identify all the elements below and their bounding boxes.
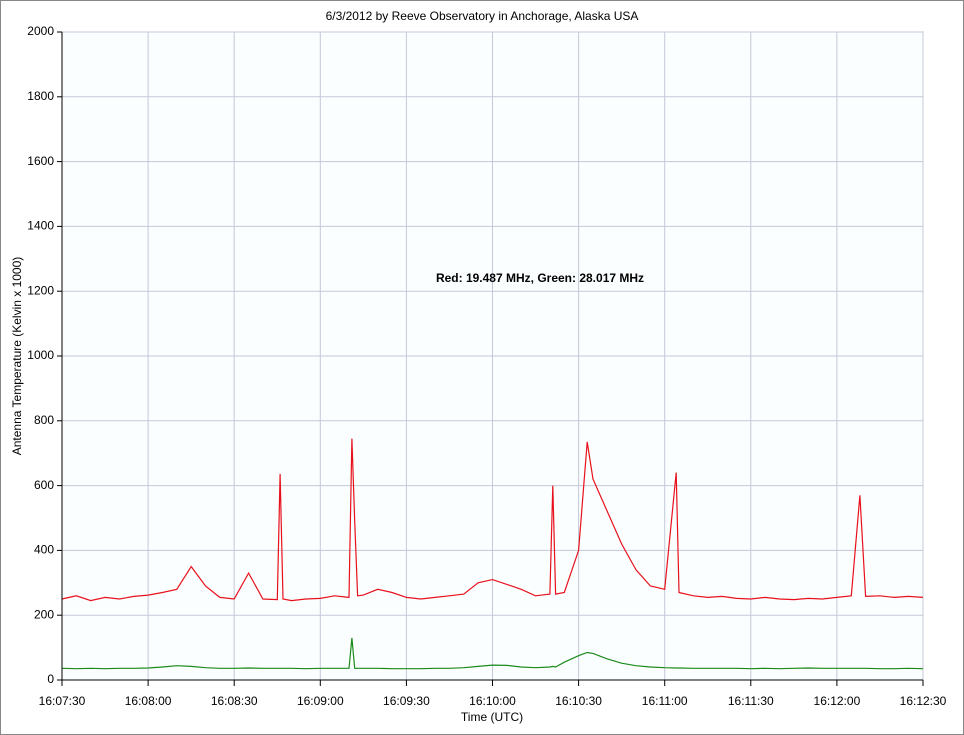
x-tick-label: 16:08:00 <box>125 694 172 708</box>
y-tick-label: 600 <box>34 478 54 492</box>
x-tick-label: 16:11:00 <box>642 694 688 708</box>
annotation: Red: 19.487 MHz, Green: 28.017 MHz <box>436 271 644 285</box>
x-tick-label: 16:11:30 <box>728 694 774 708</box>
x-tick-label: 16:12:00 <box>814 694 861 708</box>
y-tick-label: 800 <box>34 413 54 427</box>
y-tick-label: 0 <box>47 672 54 686</box>
y-axis-label: Antenna Temperature (Kelvin x 1000) <box>10 257 24 456</box>
y-tick-label: 1200 <box>27 283 54 297</box>
x-tick-label: 16:09:00 <box>297 694 344 708</box>
y-tick-label: 1600 <box>27 154 54 168</box>
y-tick-label: 200 <box>34 607 54 621</box>
y-tick-label: 1800 <box>27 89 54 103</box>
x-tick-label: 16:12:30 <box>900 694 947 708</box>
y-tick-label: 1000 <box>27 348 54 362</box>
x-tick-label: 16:10:30 <box>555 694 602 708</box>
chart-title: 6/3/2012 by Reeve Observatory in Anchora… <box>326 9 639 23</box>
series-line <box>61 637 924 670</box>
x-tick-label: 16:09:30 <box>383 694 430 708</box>
y-tick-label: 1400 <box>27 219 54 233</box>
x-tick-label: 16:07:30 <box>39 694 86 708</box>
series-line <box>61 438 924 602</box>
x-tick-label: 16:10:00 <box>469 694 516 708</box>
x-tick-label: 16:08:30 <box>211 694 258 708</box>
x-axis-label: Time (UTC) <box>461 710 523 724</box>
y-tick-label: 2000 <box>27 24 54 38</box>
y-tick-label: 400 <box>34 543 54 557</box>
